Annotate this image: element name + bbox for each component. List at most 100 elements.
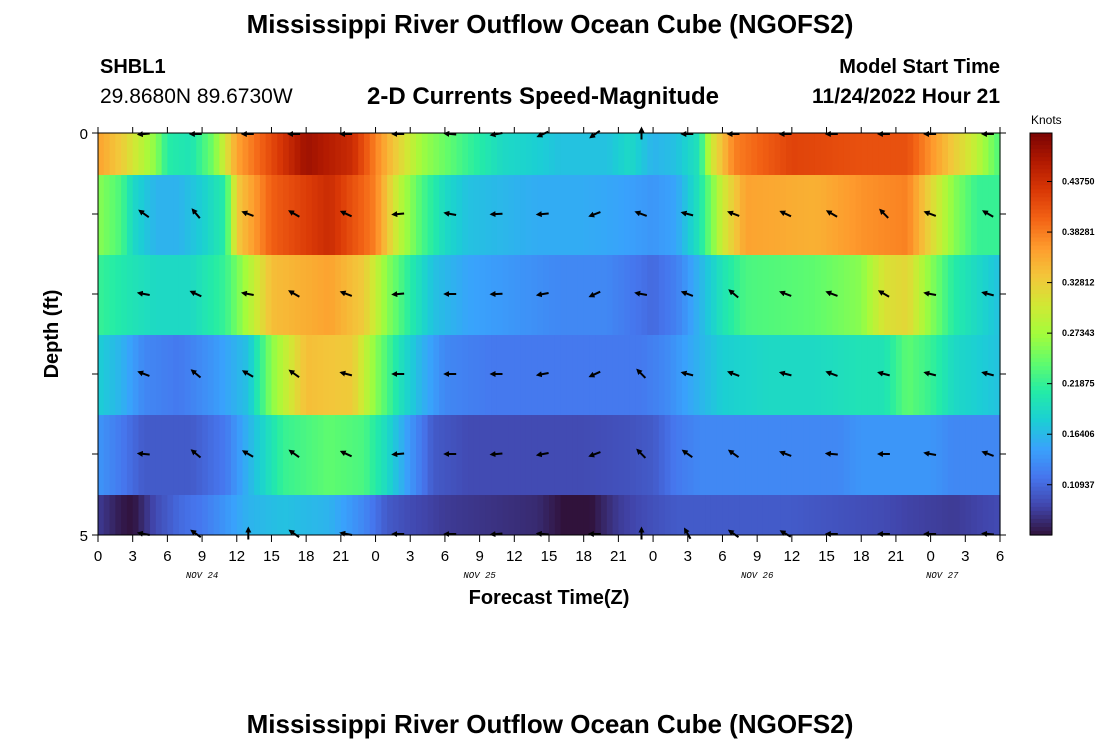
heatmap-cell	[601, 335, 608, 415]
colorbar-segment	[1030, 269, 1052, 275]
heatmap-cell	[427, 175, 434, 255]
heatmap-cell	[976, 335, 984, 415]
heatmap-cell	[710, 415, 718, 495]
heatmap-cell	[306, 255, 313, 335]
heatmap-cell	[664, 495, 672, 535]
heatmap-cell	[462, 175, 469, 255]
heatmap-cell	[196, 175, 203, 255]
heatmap-cell	[583, 495, 591, 535]
heatmap-cell	[363, 175, 371, 255]
heatmap-cell	[774, 495, 781, 535]
heatmap-cell	[543, 255, 550, 335]
heatmap-cell	[884, 175, 891, 255]
heatmap-cell	[265, 175, 273, 255]
heatmap-cell	[913, 255, 920, 335]
colorbar-segment	[1030, 434, 1052, 440]
colorbar-segment	[1030, 454, 1052, 460]
heatmap-cell	[363, 133, 371, 175]
heatmap-cell	[624, 175, 631, 255]
heatmap-cell	[762, 175, 770, 255]
heatmap-cell	[601, 255, 608, 335]
colorbar-segment	[1030, 205, 1052, 210]
heatmap-cell	[508, 335, 515, 415]
current-vector-arrow	[288, 449, 300, 459]
heatmap-cell	[271, 133, 278, 175]
colorbar-segment	[1030, 245, 1052, 251]
heatmap-cell	[890, 133, 897, 175]
colorbar-segment	[1030, 338, 1052, 343]
colorbar-tick-label: 0.21875	[1062, 379, 1095, 389]
heatmap-cell	[202, 133, 209, 175]
heatmap-cell	[901, 495, 909, 535]
colorbar-segment	[1030, 249, 1052, 255]
heatmap-cell	[982, 255, 990, 335]
heatmap-cell	[716, 255, 724, 335]
model-start-label: Model Start Time	[839, 56, 1000, 78]
current-vector-arrow	[241, 450, 254, 458]
current-vector-arrow	[241, 210, 254, 217]
heatmap-cell	[531, 415, 539, 495]
heatmap-cell	[924, 133, 932, 175]
heatmap-cell	[699, 335, 706, 415]
heatmap-cell	[115, 335, 122, 415]
heatmap-cell	[144, 495, 151, 535]
heatmap-cell	[971, 415, 978, 495]
heatmap-cell	[468, 133, 475, 175]
heatmap-cell	[311, 415, 319, 495]
heatmap-cell	[901, 255, 909, 335]
heatmap-cell	[809, 495, 816, 535]
heatmap-cell	[340, 133, 348, 175]
heatmap-cell	[363, 415, 371, 495]
heatmap-cell	[942, 255, 949, 335]
current-vector-arrow	[190, 449, 202, 459]
heatmap-cell	[820, 175, 828, 255]
heatmap-cell	[953, 175, 961, 255]
heatmap-cell	[855, 495, 862, 535]
heatmap-cell	[762, 133, 770, 175]
heatmap-cell	[566, 255, 573, 335]
heatmap-cell	[161, 175, 168, 255]
heatmap-cell	[549, 133, 556, 175]
heatmap-cell	[259, 133, 267, 175]
station-coordinates: 29.8680N 89.6730W	[100, 85, 293, 108]
heatmap-cell	[653, 415, 660, 495]
heatmap-cell	[468, 495, 475, 535]
heatmap-cell	[178, 133, 186, 175]
current-vector-arrow	[684, 527, 692, 540]
heatmap-cell	[375, 133, 382, 175]
heatmap-cell	[745, 415, 752, 495]
heatmap-cell	[277, 335, 284, 415]
x-axis-label: Forecast Time(Z)	[469, 587, 630, 609]
current-vector-arrow	[923, 210, 937, 217]
heatmap-cell	[618, 495, 625, 535]
heatmap-cell	[514, 415, 521, 495]
colorbar-segment	[1030, 386, 1052, 391]
x-tick-label: 21	[333, 548, 350, 565]
current-vector-arrow	[634, 290, 648, 297]
current-vector-arrow	[981, 370, 994, 377]
current-vector-arrow	[728, 289, 739, 299]
colorbar-segment	[1030, 402, 1052, 407]
page-title: Mississippi River Outflow Ocean Cube (NG…	[246, 9, 854, 39]
heatmap-cell	[178, 175, 186, 255]
heatmap-cell	[329, 133, 336, 175]
heatmap-cell	[150, 415, 157, 495]
heatmap-cell	[849, 335, 857, 415]
x-tick-label: 9	[475, 548, 483, 565]
heatmap-cell	[433, 335, 440, 415]
colorbar-segment	[1030, 474, 1052, 480]
heatmap-cell	[803, 133, 810, 175]
heatmap-cell	[225, 255, 232, 335]
heatmap-cell	[710, 495, 718, 535]
colorbar-segment	[1030, 221, 1052, 227]
heatmap-cell	[242, 255, 249, 335]
colorbar-segment	[1030, 458, 1052, 464]
heatmap-cell	[647, 415, 654, 495]
heatmap-cell	[699, 133, 706, 175]
heatmap-cell	[138, 255, 145, 335]
heatmap-cell	[549, 415, 556, 495]
heatmap-cell	[780, 495, 787, 535]
heatmap-cell	[572, 335, 579, 415]
heatmap-cell	[705, 175, 712, 255]
current-vector-arrow	[535, 530, 549, 537]
